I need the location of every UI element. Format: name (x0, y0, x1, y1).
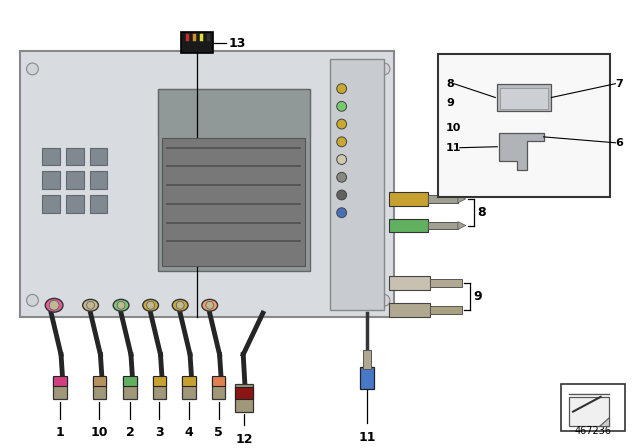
Bar (569, 397, 609, 426)
Circle shape (337, 84, 347, 94)
Bar (181, 31, 212, 53)
Text: 8: 8 (477, 206, 486, 219)
Bar (157, 89, 310, 271)
Text: 13: 13 (228, 37, 246, 50)
Text: 3: 3 (155, 426, 164, 439)
Bar (42, 148, 60, 165)
Ellipse shape (117, 302, 125, 309)
Bar (389, 303, 430, 317)
Bar (212, 377, 225, 399)
Text: 10: 10 (91, 426, 108, 439)
Circle shape (26, 63, 38, 75)
Text: 9: 9 (474, 290, 483, 303)
Bar (90, 171, 108, 189)
Circle shape (337, 119, 347, 129)
Bar (152, 376, 166, 386)
Bar (182, 376, 196, 386)
Bar (93, 376, 106, 386)
Bar (360, 367, 374, 389)
Bar (561, 384, 625, 431)
Bar (182, 377, 196, 399)
Bar (389, 276, 430, 289)
Bar (42, 171, 60, 189)
Bar (430, 279, 462, 287)
Text: 8: 8 (446, 79, 454, 89)
Bar (330, 59, 384, 310)
Bar (66, 195, 84, 213)
Text: 4: 4 (185, 426, 193, 439)
Bar (500, 88, 548, 109)
Ellipse shape (176, 302, 184, 309)
Circle shape (337, 101, 347, 111)
Text: 7: 7 (616, 79, 623, 89)
Text: 2: 2 (125, 426, 134, 439)
Bar (428, 222, 458, 229)
Polygon shape (458, 222, 466, 229)
Bar (236, 384, 253, 412)
Circle shape (337, 172, 347, 182)
Ellipse shape (147, 302, 155, 309)
Bar (389, 192, 428, 206)
Bar (20, 51, 394, 317)
Bar (212, 376, 225, 386)
Circle shape (337, 155, 347, 164)
Ellipse shape (206, 302, 214, 309)
Bar (157, 89, 310, 136)
Text: 10: 10 (446, 123, 461, 133)
Circle shape (337, 137, 347, 147)
Text: 6: 6 (616, 138, 623, 148)
Ellipse shape (143, 299, 159, 311)
Text: 11: 11 (446, 143, 461, 153)
Bar (438, 54, 611, 197)
Ellipse shape (83, 299, 99, 311)
Bar (66, 148, 84, 165)
Ellipse shape (113, 299, 129, 311)
Text: 467236: 467236 (575, 426, 612, 436)
Bar (497, 84, 552, 111)
Text: 12: 12 (236, 433, 253, 446)
Bar (53, 377, 67, 399)
Bar (66, 171, 84, 189)
Ellipse shape (49, 300, 59, 310)
Bar (364, 349, 371, 369)
Bar (430, 306, 462, 314)
Circle shape (26, 294, 38, 306)
Ellipse shape (172, 299, 188, 311)
Bar (42, 195, 60, 213)
Text: 9: 9 (446, 99, 454, 108)
Bar (236, 387, 253, 399)
Bar (163, 138, 305, 266)
Bar (90, 195, 108, 213)
Bar (53, 376, 67, 386)
Ellipse shape (202, 299, 218, 311)
Bar (428, 195, 458, 203)
Polygon shape (458, 195, 466, 203)
Circle shape (337, 208, 347, 218)
Bar (90, 148, 108, 165)
Bar (93, 377, 106, 399)
Polygon shape (499, 133, 543, 170)
Text: 1: 1 (56, 426, 65, 439)
Circle shape (337, 190, 347, 200)
Bar (123, 376, 137, 386)
Polygon shape (598, 417, 609, 426)
Text: 11: 11 (358, 431, 376, 444)
Bar (123, 377, 137, 399)
Circle shape (378, 294, 390, 306)
Circle shape (378, 63, 390, 75)
Bar (389, 219, 428, 233)
Ellipse shape (45, 298, 63, 312)
Bar (152, 377, 166, 399)
Text: 5: 5 (214, 426, 223, 439)
Ellipse shape (86, 302, 95, 309)
